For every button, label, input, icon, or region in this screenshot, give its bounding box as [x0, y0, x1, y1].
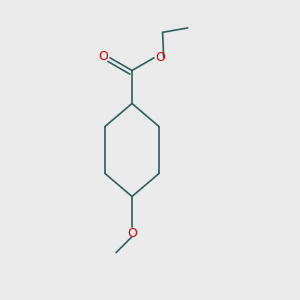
Text: O: O — [127, 226, 137, 240]
Text: O: O — [98, 50, 108, 63]
Text: O: O — [155, 51, 165, 64]
